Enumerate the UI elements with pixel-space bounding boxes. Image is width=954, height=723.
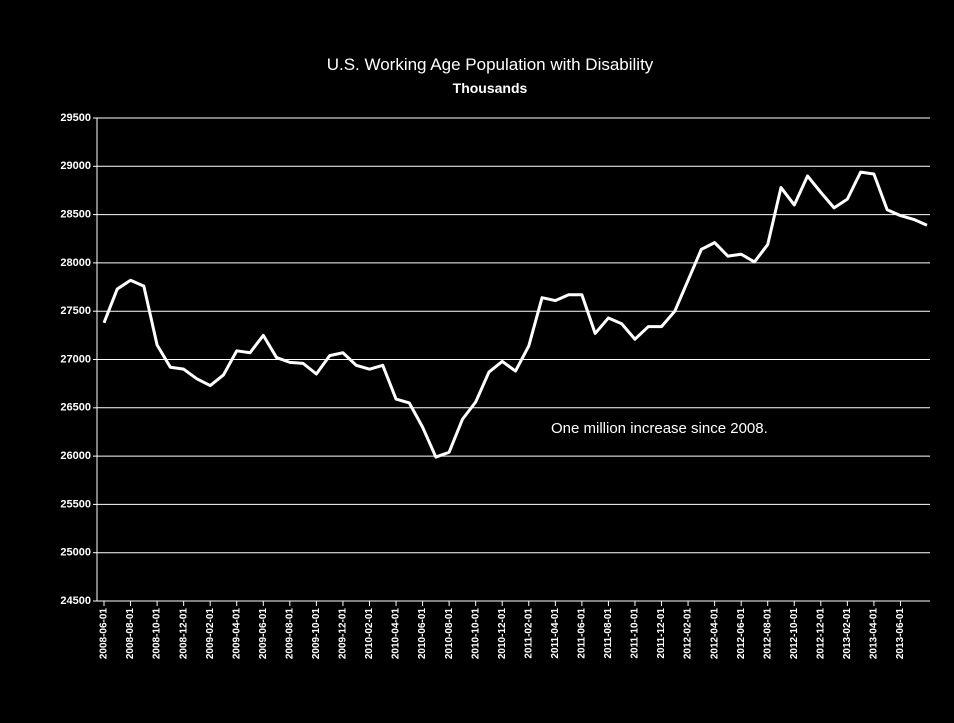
data-line [102, 170, 928, 459]
x-tick-label: 2009-08-01 [284, 608, 295, 660]
y-tick-label: 24500 [60, 595, 91, 607]
x-tick-label: 2012-10-01 [789, 608, 800, 660]
y-tick-label: 28500 [60, 209, 91, 221]
x-tick-label: 2013-04-01 [869, 608, 880, 660]
x-tick-label: 2008-12-01 [178, 608, 189, 660]
x-tick-label: 2012-06-01 [736, 608, 747, 660]
x-tick-label: 2013-06-01 [895, 608, 906, 660]
x-tick-label: 2010-10-01 [470, 608, 481, 660]
x-tick-label: 2012-02-01 [683, 608, 694, 660]
x-tick-label: 2011-10-01 [630, 608, 641, 659]
x-tick-label: 2011-08-01 [603, 608, 614, 659]
x-tick-label: 2009-02-01 [205, 608, 216, 660]
y-tick-label: 26000 [60, 450, 91, 462]
x-tick-label: 2012-08-01 [762, 608, 773, 660]
chart-title: U.S. Working Age Population with Disabil… [327, 55, 654, 74]
x-tick-label: 2011-04-01 [550, 608, 561, 659]
y-tick-label: 26500 [60, 402, 91, 414]
y-tick-label: 25000 [60, 547, 91, 559]
x-tick-label: 2008-06-01 [99, 608, 110, 660]
x-tick-label: 2013-02-01 [842, 608, 853, 660]
x-tick-label: 2009-04-01 [231, 608, 242, 660]
x-tick-label: 2011-06-01 [577, 608, 588, 659]
y-tick-label: 28000 [60, 257, 91, 269]
x-tick-label: 2011-02-01 [523, 608, 534, 659]
annotation: One million increase since 2008. [551, 420, 768, 437]
x-tick-label: 2011-12-01 [656, 608, 667, 659]
x-tick-label: 2010-06-01 [417, 608, 428, 660]
x-tick-label: 2009-06-01 [258, 608, 269, 660]
x-tick-label: 2009-10-01 [311, 608, 322, 660]
chart-subtitle: Thousands [453, 80, 528, 96]
x-tick-label: 2010-08-01 [444, 608, 455, 660]
y-tick-label: 27000 [60, 353, 91, 365]
y-tick-label: 29500 [60, 112, 91, 124]
x-tick-label: 2010-12-01 [497, 608, 508, 660]
x-tick-label: 2008-08-01 [125, 608, 136, 660]
y-tick-label: 25500 [60, 498, 91, 510]
y-tick-label: 29000 [60, 160, 91, 172]
x-tick-label: 2012-04-01 [709, 608, 720, 660]
x-tick-label: 2010-02-01 [364, 608, 375, 660]
x-tick-label: 2012-12-01 [815, 608, 826, 660]
x-tick-label: 2010-04-01 [391, 608, 402, 660]
y-tick-label: 27500 [60, 305, 91, 317]
x-tick-label: 2008-10-01 [152, 608, 163, 660]
x-tick-label: 2009-12-01 [338, 608, 349, 660]
